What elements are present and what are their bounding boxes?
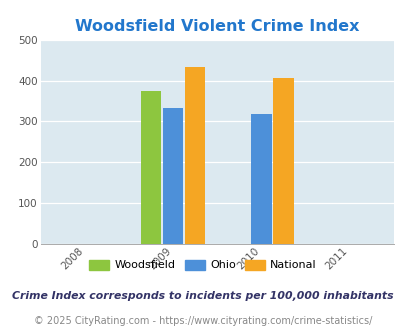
Bar xyxy=(273,78,293,244)
Text: Crime Index corresponds to incidents per 100,000 inhabitants: Crime Index corresponds to incidents per… xyxy=(12,291,393,301)
Bar xyxy=(141,91,161,244)
Bar xyxy=(251,115,271,244)
Text: © 2025 CityRating.com - https://www.cityrating.com/crime-statistics/: © 2025 CityRating.com - https://www.city… xyxy=(34,316,371,326)
Bar xyxy=(185,67,205,244)
Title: Woodsfield Violent Crime Index: Woodsfield Violent Crime Index xyxy=(75,19,358,34)
Legend: Woodsfield, Ohio, National: Woodsfield, Ohio, National xyxy=(85,256,320,274)
Bar xyxy=(162,108,183,244)
